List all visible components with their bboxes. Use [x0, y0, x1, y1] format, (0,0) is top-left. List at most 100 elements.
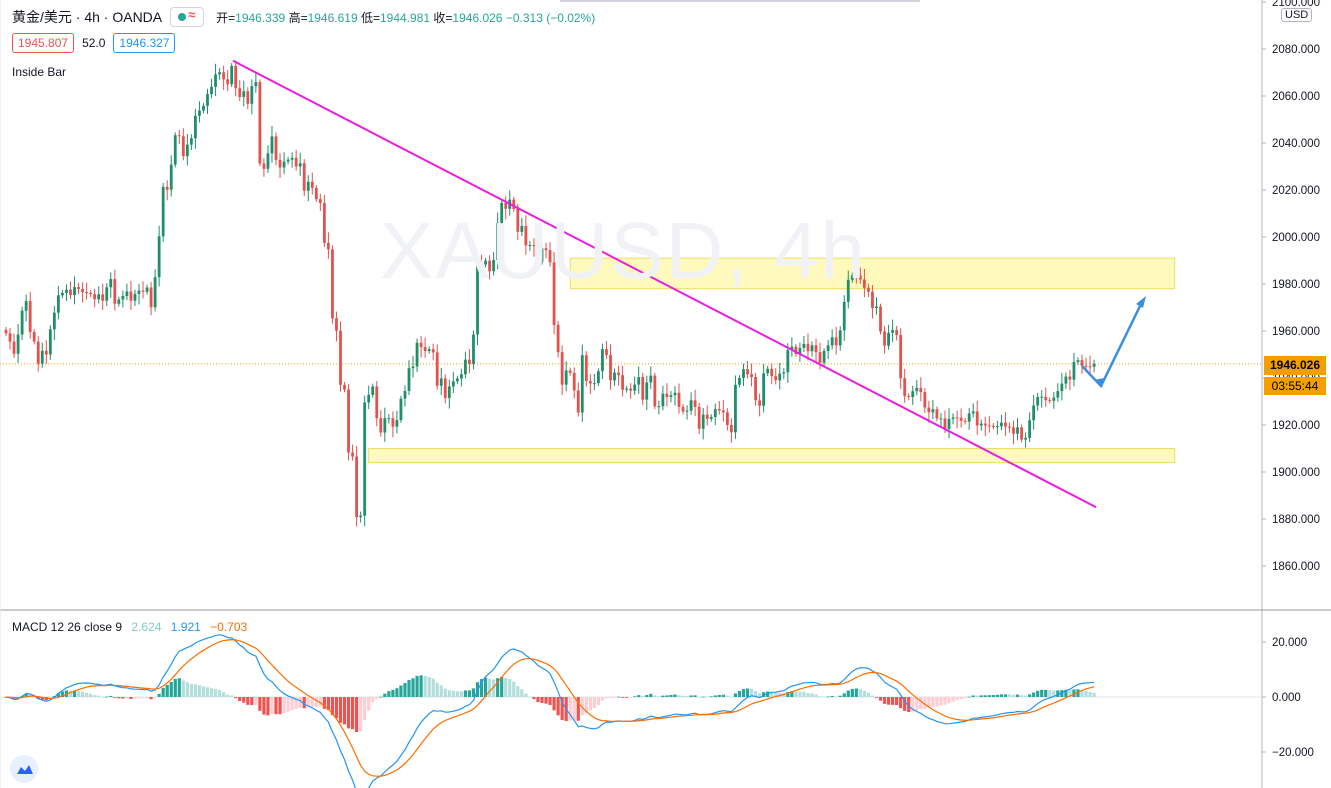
candle-body: [484, 260, 487, 265]
macd-legend[interactable]: MACD 12 26 close 9 2.624 1.921 −0.703: [12, 620, 247, 634]
candle-body: [250, 86, 254, 104]
macd-hist-bar: [822, 696, 826, 698]
macd-hist-bar: [967, 696, 971, 698]
macd-hist-bar: [496, 678, 500, 697]
candle-body: [214, 74, 217, 87]
trendline: [232, 59, 1097, 509]
macd-hist-bar: [846, 690, 850, 697]
macd-hist-bar: [274, 697, 278, 715]
macd-hist-bar: [939, 697, 943, 706]
currency-badge[interactable]: USD: [1281, 8, 1313, 22]
macd-hist-bar: [540, 697, 544, 703]
candle-body: [1040, 396, 1044, 398]
candle-body: [435, 352, 439, 386]
macd-hist-bar: [254, 697, 258, 705]
candle-body: [806, 343, 810, 352]
macd-hist-bar: [157, 693, 161, 697]
macd-hist-bar: [572, 697, 576, 721]
macd-hist-bar: [915, 697, 919, 711]
macd-hist-bar: [455, 691, 459, 697]
macd-hist-bar: [68, 690, 73, 697]
candle-body: [24, 301, 28, 311]
macd-hist-bar: [141, 697, 145, 699]
candle-body: [746, 369, 749, 375]
candle-body: [447, 386, 451, 398]
macd-hist-bar: [399, 685, 403, 697]
candle-body: [790, 346, 794, 351]
candle-body: [476, 264, 479, 335]
candle-body: [854, 275, 858, 277]
candle-body: [633, 384, 637, 391]
macd-hist-bar: [532, 697, 536, 700]
macd-hist-bar: [508, 679, 512, 697]
macd-hist-bar: [669, 694, 673, 697]
macd-hist-bar: [907, 697, 911, 713]
macd-hist-bar: [1044, 689, 1048, 697]
macd-line-value: 1.921: [170, 620, 201, 634]
candle-body: [189, 138, 193, 145]
ask-button[interactable]: 1946.327: [113, 33, 176, 53]
macd-hist-bar: [355, 697, 359, 732]
macd-hist-bar: [314, 697, 318, 707]
macd-hist-bar: [600, 697, 605, 701]
macd-hist-bar: [878, 697, 883, 701]
price-tick-label: 1980.000: [1272, 279, 1320, 291]
macd-hist-bar: [1064, 689, 1068, 697]
arrow-path: [1081, 301, 1144, 388]
macd-hist-bar: [185, 682, 189, 697]
macd-hist-bar: [786, 691, 790, 697]
macd-hist-bar: [403, 683, 407, 697]
macd-hist-bar: [794, 691, 798, 697]
macd-hist-bar: [524, 693, 528, 697]
candle-body: [572, 372, 576, 391]
candle-body: [592, 383, 596, 385]
macd-hist-bar: [560, 697, 564, 721]
price-tick-label: 1920.000: [1272, 420, 1320, 432]
macd-hist-bar: [923, 697, 927, 709]
bid-button[interactable]: 1945.807: [12, 33, 75, 53]
macd-hist-bar: [608, 697, 613, 699]
candle-body: [310, 181, 314, 188]
candle-body: [302, 163, 306, 191]
candle-body: [335, 318, 338, 331]
symbol-legend[interactable]: 黄金/美元 · 4h · OANDA ≈ 开=1946.339 高=1946.6…: [12, 7, 595, 27]
candle-body: [524, 225, 528, 246]
macd-hist-bar: [681, 695, 685, 697]
candle-body: [306, 181, 310, 191]
macd-hist-bar: [189, 683, 193, 697]
candle-body: [266, 153, 270, 169]
candle-body: [194, 115, 197, 139]
candle-body: [701, 414, 705, 429]
candle-body: [826, 345, 830, 351]
macd-hist-bar: [1088, 691, 1092, 697]
candle-body: [202, 105, 205, 111]
candle-body: [588, 381, 592, 384]
candle-body: [85, 291, 88, 293]
candle-body: [1056, 391, 1060, 398]
symbol-title[interactable]: 黄金/美元 · 4h · OANDA: [12, 9, 163, 25]
price-tick-label: 1900.000: [1272, 467, 1320, 479]
macd-hist-bar: [588, 697, 592, 711]
candle-body: [758, 400, 762, 406]
macd-hist-bar: [411, 678, 415, 697]
macd-hist-bar: [895, 697, 899, 706]
macd-hist-bar: [72, 690, 77, 697]
macd-hist-bar: [387, 691, 391, 697]
visibility-toggle[interactable]: ≈: [170, 7, 205, 27]
candle-body: [576, 390, 580, 413]
macd-hist-bar: [101, 696, 105, 698]
candle-body: [617, 372, 620, 376]
macd-hist-bar: [516, 686, 520, 697]
candle-body: [383, 418, 387, 433]
macd-hist-bar: [1060, 690, 1064, 697]
candle-body: [36, 341, 40, 364]
candle-body: [1068, 376, 1072, 380]
candle-body: [721, 410, 725, 413]
macd-histogram: [4, 675, 1096, 732]
candle-body: [959, 417, 963, 421]
indicator-label[interactable]: Inside Bar: [12, 65, 67, 79]
tradingview-logo-icon[interactable]: [10, 755, 38, 783]
candle-body: [762, 373, 766, 406]
candle-body: [363, 402, 367, 516]
